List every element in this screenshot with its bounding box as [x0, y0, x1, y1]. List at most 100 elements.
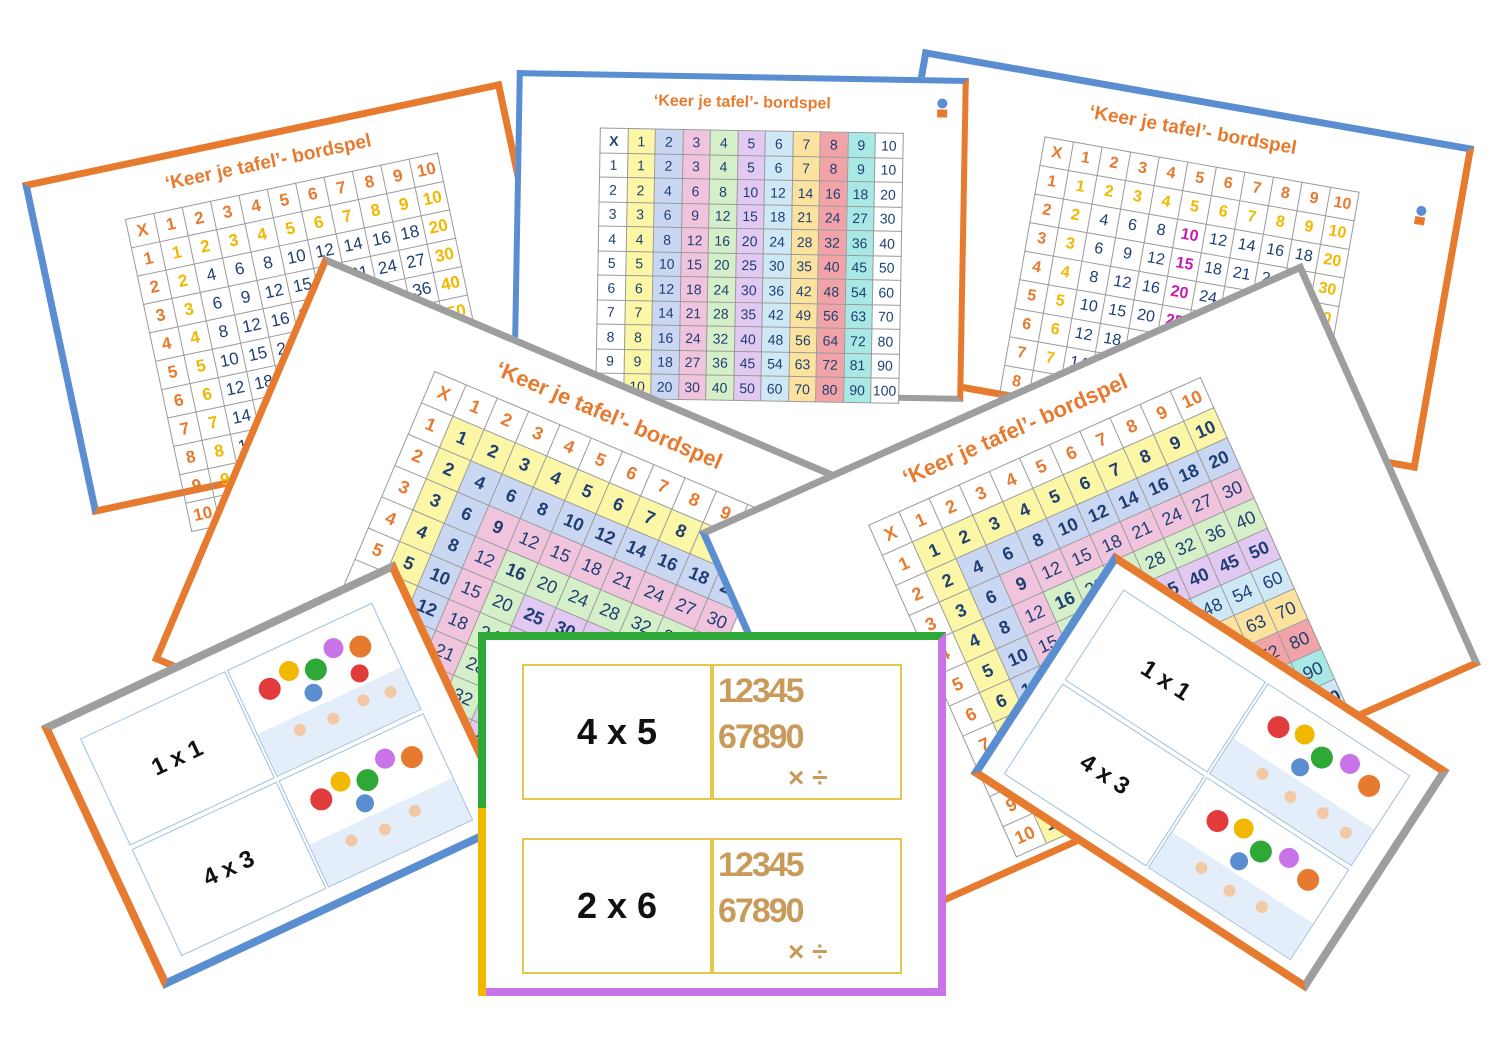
- grid-product-cell: 90: [843, 377, 872, 403]
- grid-product-cell: 8: [819, 156, 848, 182]
- grid-product-cell: 80: [871, 328, 900, 354]
- grid-product-cell: 18: [651, 349, 680, 375]
- grid-product-cell: 28: [790, 229, 819, 255]
- grid-row-header: 6: [597, 275, 626, 301]
- grid-product-cell: 20: [707, 252, 736, 278]
- grid-product-cell: 90: [871, 353, 899, 379]
- grid-product-cell: 8: [624, 324, 652, 350]
- grid-product-cell: 18: [679, 276, 708, 302]
- grid-product-cell: 4: [654, 177, 682, 203]
- grid-product-cell: 70: [788, 376, 817, 402]
- grid-product-cell: 70: [871, 304, 900, 330]
- grid-product-cell: 12: [764, 179, 792, 205]
- grid-product-cell: 54: [761, 351, 789, 377]
- grid-product-cell: 8: [709, 178, 737, 204]
- grid-product-cell: 18: [846, 181, 875, 207]
- grid-product-cell: 6: [624, 275, 653, 301]
- grid-product-cell: 40: [817, 254, 846, 280]
- grid-product-cell: 10: [652, 251, 681, 277]
- board-top-center: ‘Keer je tafel’- bordspel X 1 2 3 4 5 6 7 8 9 10 1 1…: [511, 70, 969, 404]
- grid-product-cell: 80: [815, 376, 844, 402]
- grid-column-header: 10: [874, 132, 903, 158]
- grid-product-cell: 60: [760, 375, 789, 401]
- grid-product-cell: 12: [708, 203, 737, 229]
- grid-row-header: 9: [596, 348, 625, 374]
- grid-column-header: 1: [627, 128, 656, 154]
- grid-product-cell: 40: [705, 374, 734, 400]
- grid-product-cell: 72: [843, 328, 872, 354]
- grid-product-cell: 40: [733, 326, 762, 352]
- grid-product-cell: 30: [873, 206, 902, 232]
- card-sheet-middle: 4 x 5 12345 67890 × ÷ 2 x 6 12345 67890 …: [478, 632, 946, 996]
- card-sheet-left: 1 x 1 4 x 3: [40, 561, 518, 989]
- grid-product-cell: 63: [788, 351, 817, 377]
- grid-product-cell: 1: [627, 153, 655, 178]
- grid-product-cell: 63: [844, 303, 873, 329]
- multiplication-card[interactable]: 4 x 5: [522, 664, 712, 800]
- grid-row-header: 1: [599, 152, 628, 178]
- wooden-numbers-illustration: 12345 67890 × ÷: [712, 664, 902, 800]
- grid-product-cell: 72: [816, 352, 844, 378]
- grid-product-cell: 45: [845, 254, 874, 280]
- grid-product-cell: 14: [791, 180, 820, 206]
- grid-product-cell: 36: [762, 277, 791, 303]
- grid-column-header: 4: [709, 129, 738, 155]
- grid-product-cell: 35: [734, 301, 763, 327]
- sheet-edge: [478, 808, 486, 996]
- grid-product-cell: 24: [679, 325, 707, 351]
- grid-product-cell: 16: [651, 324, 680, 350]
- grid-product-cell: 35: [790, 253, 819, 279]
- grid-product-cell: 32: [706, 325, 735, 351]
- grid-product-cell: 14: [651, 300, 680, 326]
- grid-product-cell: 2: [626, 177, 655, 203]
- grid-product-cell: 42: [789, 278, 818, 304]
- grid-product-cell: 48: [761, 326, 790, 352]
- grid-product-cell: 16: [819, 180, 847, 206]
- grid-product-cell: 24: [707, 276, 736, 302]
- balloons-kids-illustration: [1208, 683, 1411, 867]
- grid-column-header: 2: [654, 129, 683, 154]
- grid-product-cell: 9: [623, 348, 652, 374]
- grid-product-cell: 18: [763, 204, 792, 230]
- grid-product-cell: 2: [654, 153, 683, 179]
- grid-product-cell: 56: [816, 303, 845, 329]
- board-top-right: ‘Keer je tafel’- bordspel X 1 2 3 4 5 6 7 8 9 10 1 1…: [865, 48, 1475, 507]
- grid-row-header: 2: [599, 177, 628, 203]
- grid-column-header: 5: [737, 130, 766, 156]
- grid-product-cell: 49: [789, 302, 818, 328]
- grid-product-cell: 30: [678, 374, 707, 400]
- grid-product-cell: 25: [735, 252, 764, 278]
- grid-product-cell: 20: [735, 228, 764, 254]
- grid-column-header: 3: [682, 129, 711, 155]
- grid-product-cell: 6: [653, 202, 682, 228]
- multiplication-card[interactable]: 2 x 6: [522, 838, 712, 974]
- grid-product-cell: 4: [625, 226, 654, 252]
- grid-product-cell: 42: [761, 302, 790, 328]
- grid-product-cell: 24: [763, 228, 792, 254]
- grid-row-header: 7: [596, 299, 625, 325]
- grid-product-cell: 9: [681, 202, 710, 228]
- grid-product-cell: 7: [624, 300, 653, 325]
- grid-product-cell: 32: [818, 229, 847, 255]
- grid-product-cell: 45: [733, 350, 762, 376]
- grid-product-cell: 12: [652, 275, 681, 301]
- grid-product-cell: 24: [818, 205, 847, 231]
- grid-product-cell: 10: [736, 179, 765, 205]
- grid-product-cell: 5: [736, 154, 765, 180]
- grid-product-cell: 64: [816, 327, 845, 353]
- grid-product-cell: 40: [873, 230, 902, 256]
- grid-product-cell: 21: [679, 300, 708, 326]
- grid-product-cell: 3: [681, 153, 710, 179]
- grid-product-cell: 36: [845, 230, 874, 256]
- grid-product-cell: 15: [680, 251, 709, 277]
- board-title: ‘Keer je tafel’- bordspel: [653, 92, 831, 113]
- grid-row-header: 5: [597, 250, 626, 276]
- grid-product-cell: 100: [870, 377, 899, 403]
- grid-product-cell: 6: [681, 178, 710, 204]
- grid-product-cell: 27: [678, 349, 707, 375]
- grid-product-cell: 3: [626, 202, 655, 227]
- grid-product-cell: 15: [736, 203, 765, 229]
- grid-product-cell: 30: [734, 277, 763, 303]
- wooden-numbers-illustration: 12345 67890 × ÷: [712, 838, 902, 974]
